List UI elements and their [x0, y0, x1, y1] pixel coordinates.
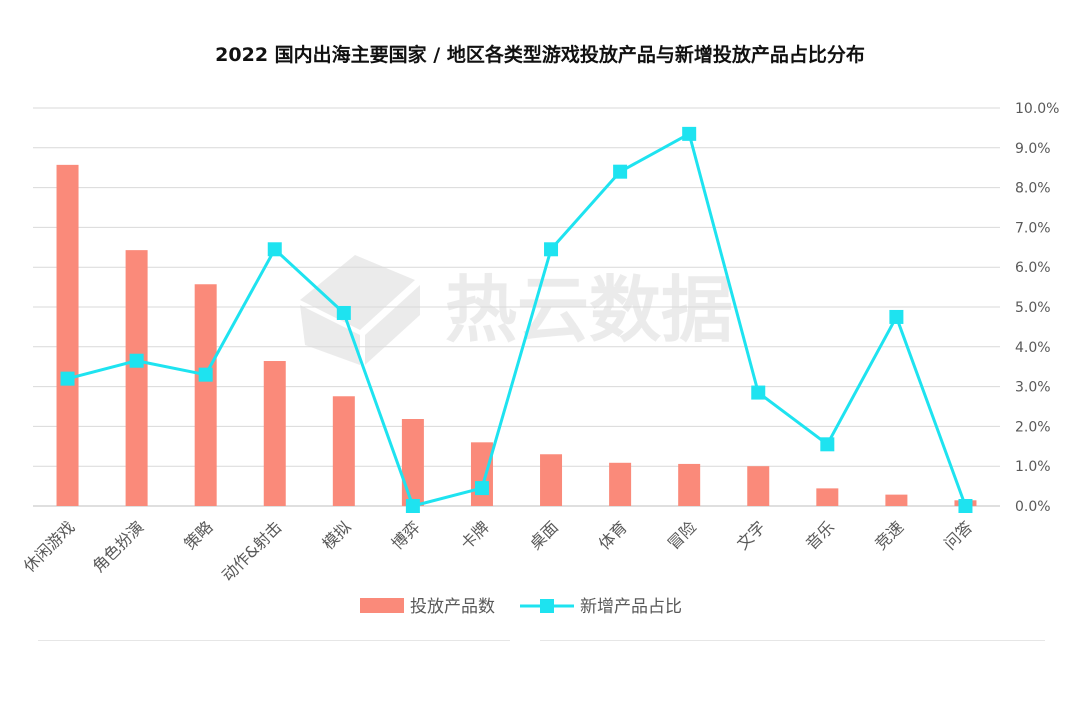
legend-swatch-bars [360, 598, 404, 613]
line-marker [613, 164, 628, 179]
footer-divider-right [540, 640, 1045, 641]
x-tick-label: 模拟 [319, 517, 355, 553]
y-tick-label: 0.0% [1015, 499, 1051, 515]
bar [747, 466, 770, 506]
line-marker [958, 499, 973, 513]
x-tick-label: 体育 [595, 517, 631, 553]
bar [56, 164, 79, 506]
bar [816, 488, 839, 506]
legend-label-line: 新增产品占比 [580, 597, 682, 617]
bar [401, 419, 424, 506]
line-marker [544, 242, 559, 257]
line-marker [198, 367, 213, 382]
y-tick-label: 7.0% [1015, 220, 1051, 236]
y-tick-label: 6.0% [1015, 260, 1051, 276]
y-tick-label: 10.0% [1015, 101, 1059, 117]
line-marker [267, 242, 282, 257]
bar [263, 361, 286, 506]
bar [885, 494, 908, 506]
x-tick-label: 桌面 [526, 517, 562, 553]
x-tick-label: 文字 [733, 517, 769, 553]
chart-title: 2022 国内出海主要国家 / 地区各类型游戏投放产品与新增投放产品占比分布 [215, 44, 865, 66]
line-marker [682, 126, 697, 141]
bar [332, 396, 355, 506]
watermark: 热云数据 [300, 255, 733, 365]
x-tick-label: 冒险 [664, 517, 700, 553]
line-marker [336, 305, 351, 320]
line-marker [751, 385, 766, 400]
bar [609, 462, 632, 506]
watermark-text: 热云数据 [445, 268, 733, 352]
y-tick-label: 4.0% [1015, 340, 1051, 356]
y-tick-label: 8.0% [1015, 181, 1051, 197]
y-tick-label: 1.0% [1015, 459, 1051, 475]
x-tick-label: 休闲游戏 [20, 517, 79, 576]
x-tick-label: 角色扮演 [89, 517, 148, 576]
bar [194, 284, 217, 506]
watermark-logo-icon [300, 255, 420, 365]
y-tick-label: 5.0% [1015, 300, 1051, 316]
line-marker [60, 371, 75, 386]
x-tick-label: 卡牌 [457, 517, 493, 553]
y-tick-label: 3.0% [1015, 380, 1051, 396]
y-tick-label: 2.0% [1015, 419, 1051, 435]
y-tick-label: 9.0% [1015, 141, 1051, 157]
bar [678, 463, 701, 506]
line-marker [474, 481, 489, 496]
x-tick-label: 动作&射击 [218, 517, 286, 585]
x-tick-label: 策略 [180, 517, 216, 553]
bar [470, 442, 493, 506]
line-marker [889, 309, 904, 324]
x-tick-label: 竞速 [871, 517, 907, 553]
series-line [67, 132, 967, 508]
x-tick-label: 音乐 [802, 517, 838, 553]
line-marker [820, 437, 835, 452]
legend-label-bars: 投放产品数 [410, 597, 495, 617]
x-tick-label: 博弈 [388, 517, 424, 553]
line-marker [405, 499, 420, 513]
bar [540, 454, 563, 506]
x-tick-label: 问答 [940, 517, 976, 553]
bar [125, 250, 148, 506]
legend-swatch-marker [540, 599, 554, 613]
line-marker [129, 353, 144, 368]
footer-divider-left [38, 640, 510, 641]
